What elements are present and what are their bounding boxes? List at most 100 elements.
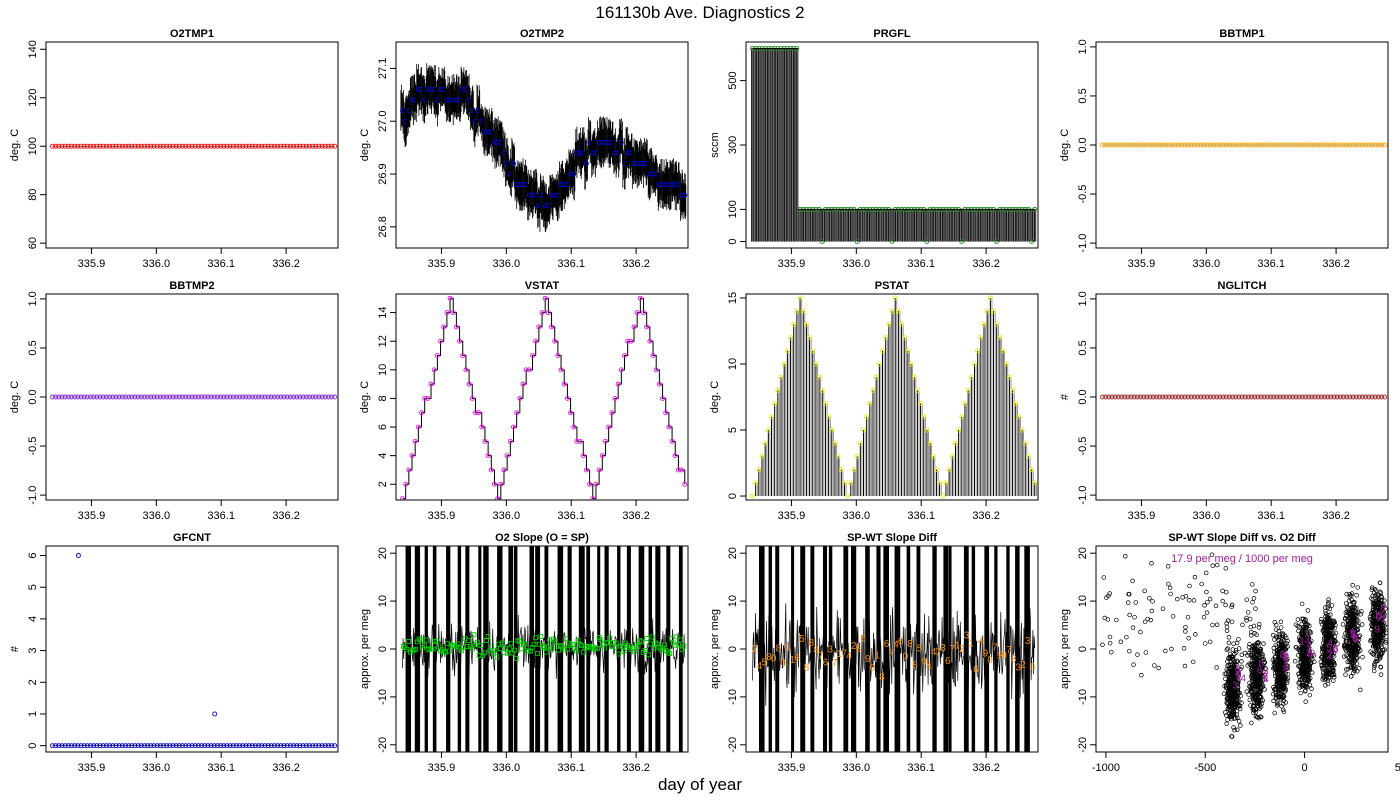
data-point <box>1100 642 1105 647</box>
data-point <box>268 143 274 149</box>
data-point <box>1220 588 1225 594</box>
data-point <box>1332 662 1337 667</box>
data-point <box>192 394 198 400</box>
data-point <box>69 143 74 149</box>
data-point-label: 1 <box>1283 661 1289 672</box>
data-point <box>1229 602 1235 608</box>
data-point <box>949 453 955 459</box>
data-point <box>1348 656 1354 661</box>
data-point <box>1130 578 1135 584</box>
data-point <box>164 743 170 749</box>
data-point <box>1356 666 1362 671</box>
data-point <box>1272 686 1277 692</box>
data-point <box>750 493 755 499</box>
y-tick-label: 1.0 <box>1077 291 1089 306</box>
plot-area <box>50 143 338 149</box>
data-point <box>1350 625 1355 630</box>
data-point <box>88 143 93 149</box>
data-point <box>1318 394 1324 400</box>
data-point <box>602 645 607 651</box>
data-point <box>1245 394 1251 400</box>
data-point <box>253 743 258 749</box>
data-point <box>653 367 659 373</box>
data-point <box>469 646 475 652</box>
plot-frame <box>1095 293 1389 501</box>
data-point <box>1245 142 1251 148</box>
y-tick-label: 5 <box>27 584 39 590</box>
data-point <box>1347 609 1353 614</box>
data-point <box>1356 142 1362 148</box>
data-point <box>530 353 535 358</box>
data-point <box>609 410 615 416</box>
data-point <box>1375 594 1380 599</box>
data-point <box>278 394 284 400</box>
data-point <box>1192 394 1197 400</box>
data-point <box>1168 591 1173 597</box>
data-point <box>644 324 650 330</box>
data-point-label: 3 <box>1025 636 1031 647</box>
data-point <box>1250 678 1255 684</box>
data-point <box>1324 626 1329 632</box>
y-tick-label: 10 <box>727 595 739 607</box>
data-point <box>1255 142 1261 148</box>
data-point <box>1351 627 1356 633</box>
data-point <box>1328 623 1334 628</box>
data-point-label: 2 <box>1327 651 1333 662</box>
data-point <box>561 381 567 387</box>
plot-frame <box>45 41 339 249</box>
data-point <box>1369 596 1374 601</box>
data-point <box>1327 606 1333 612</box>
data-point <box>1232 727 1237 733</box>
data-point <box>635 643 641 649</box>
data-point <box>227 743 233 749</box>
data-point <box>212 711 218 717</box>
data-point <box>1304 624 1309 630</box>
data-point <box>1224 713 1229 718</box>
data-point <box>1328 142 1334 148</box>
data-point <box>329 394 335 400</box>
data-point <box>1297 679 1302 685</box>
y-tick-label: -10 <box>1077 689 1089 705</box>
y-tick-label: -1.0 <box>1077 234 1089 253</box>
data-point <box>1231 670 1237 675</box>
data-point <box>1324 657 1329 662</box>
data-point <box>438 338 443 344</box>
y-tick-label: 0.5 <box>1077 340 1089 355</box>
data-point <box>297 143 303 149</box>
data-point <box>953 440 958 446</box>
data-point <box>962 401 968 407</box>
data-point <box>1278 619 1284 625</box>
data-point <box>994 321 1000 327</box>
data-point <box>1378 624 1383 629</box>
data-point <box>1345 659 1350 665</box>
data-point <box>1138 142 1143 148</box>
data-point-label: 0 <box>1352 633 1358 644</box>
x-tick-label: 336.1 <box>907 258 935 270</box>
plot-frame <box>395 545 689 753</box>
data-point <box>1201 394 1207 400</box>
data-point <box>1378 672 1384 677</box>
data-point <box>450 310 456 316</box>
data-point <box>1260 653 1265 658</box>
data-point <box>489 644 495 650</box>
x-tick-label: 335.9 <box>1128 510 1156 522</box>
spike-bar <box>791 546 795 752</box>
data-point <box>259 743 265 749</box>
data-point <box>1349 597 1354 603</box>
data-point <box>1277 394 1283 400</box>
data-point <box>1325 669 1331 674</box>
spike-bar <box>865 546 870 752</box>
data-point <box>1272 659 1277 665</box>
data-point <box>1299 142 1305 148</box>
data-point <box>1382 142 1388 148</box>
data-point <box>1287 142 1293 148</box>
data-point <box>129 743 135 749</box>
data-point <box>1330 672 1335 677</box>
data-point <box>59 143 65 149</box>
data-point-label: 8 <box>776 644 782 655</box>
chart-panel-gfcnt: GFCNT #335.9 336.0 336.1 336.2 0 1 2 3 4 5 6 <box>9 532 339 774</box>
data-point <box>642 648 648 653</box>
data-point <box>542 295 548 301</box>
data-point <box>1306 672 1311 678</box>
data-point <box>1160 142 1166 148</box>
